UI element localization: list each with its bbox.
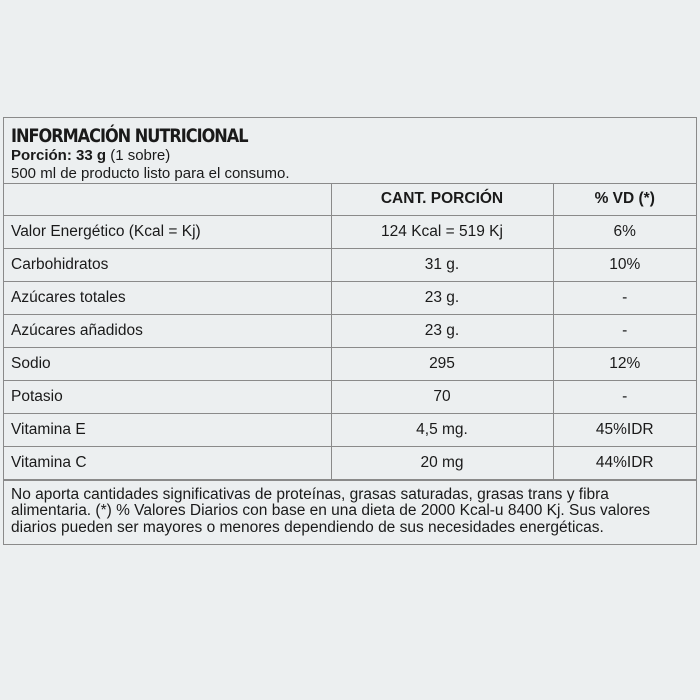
amount-per-portion: 23 g.	[330, 280, 554, 315]
column-header	[4, 184, 332, 216]
table-row: Valor Energético (Kcal = Kj) 124 Kcal = 5…	[4, 214, 696, 249]
nutrient-name: Sodio	[4, 346, 332, 381]
column-header: CANT. PORCIÓN	[330, 184, 554, 216]
amount-per-portion: 70	[330, 379, 554, 414]
portion-line: Porción: 33 g (1 sobre)	[11, 147, 689, 165]
table-row: Azúcares totales 23 g. -	[4, 280, 696, 315]
portion-label: Porción: 33 g	[11, 147, 107, 164]
daily-value: 44%IDR	[552, 445, 696, 480]
daily-value: 10%	[552, 247, 696, 282]
nutrition-facts-panel: INFORMACIÓN NUTRICIONAL Porción: 33 g (1…	[3, 117, 697, 545]
nutrient-name: Valor Energético (Kcal = Kj)	[4, 214, 332, 249]
daily-value: 6%	[552, 214, 696, 249]
portion-detail: (1 sobre)	[110, 147, 171, 164]
amount-per-portion: 31 g.	[330, 247, 554, 282]
nutrient-name: Vitamina C	[4, 445, 332, 480]
amount-per-portion: 20 mg	[330, 445, 554, 480]
amount-per-portion: 124 Kcal = 519 Kj	[330, 214, 554, 249]
nutrient-name: Vitamina E	[4, 412, 332, 447]
nutrient-name: Carbohidratos	[4, 247, 332, 282]
table-row: Azúcares añadidos 23 g. -	[4, 313, 696, 348]
daily-value: 45%IDR	[552, 412, 696, 447]
daily-value: 12%	[552, 346, 696, 381]
daily-value: -	[552, 379, 696, 414]
table-row: Vitamina C 20 mg 44%IDR	[4, 445, 696, 480]
amount-per-portion: 23 g.	[330, 313, 554, 348]
nutrient-name: Potasio	[4, 379, 332, 414]
table-header-row: CANT. PORCIÓN % VD (*)	[4, 184, 696, 216]
table-row: Potasio 70-	[4, 379, 696, 414]
column-header: % VD (*)	[552, 184, 696, 216]
daily-value: -	[552, 313, 696, 348]
panel-header: INFORMACIÓN NUTRICIONAL Porción: 33 g (1…	[4, 118, 696, 184]
amount-per-portion: 4,5 mg.	[330, 412, 554, 447]
nutrition-table: CANT. PORCIÓN % VD (*) Valor Energético …	[4, 184, 696, 480]
nutrient-name: Azúcares añadidos	[4, 313, 332, 348]
table-row: Carbohidratos 31 g. 10%	[4, 247, 696, 282]
panel-title: INFORMACIÓN NUTRICIONAL	[11, 125, 249, 147]
amount-per-portion: 295	[330, 346, 554, 381]
footnote: No aporta cantidades significativas de p…	[4, 479, 696, 545]
serving-note: 500 ml de producto listo para el consumo…	[11, 165, 290, 182]
nutrient-name: Azúcares totales	[4, 280, 332, 315]
table-row: Sodio 295 12%	[4, 346, 696, 381]
table-row: Vitamina E 4,5 mg. 45%IDR	[4, 412, 696, 447]
daily-value: -	[552, 280, 696, 315]
